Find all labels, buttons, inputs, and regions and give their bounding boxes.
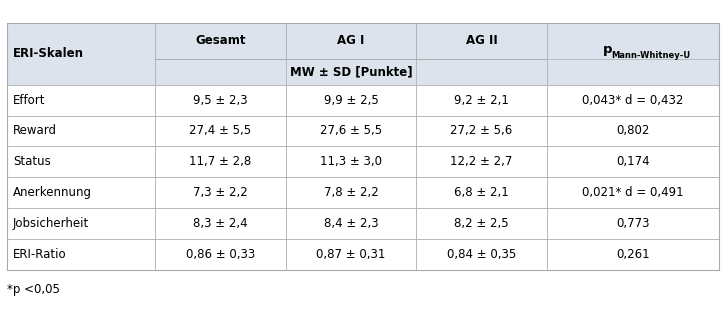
Bar <box>547 146 719 177</box>
Bar <box>547 85 719 115</box>
Text: Gesamt: Gesamt <box>195 35 246 47</box>
Text: 9,5 ± 2,3: 9,5 ± 2,3 <box>193 94 248 107</box>
Bar <box>7 177 155 208</box>
Bar <box>416 239 547 270</box>
Text: ERI-Skalen: ERI-Skalen <box>13 47 84 61</box>
Bar <box>155 59 547 85</box>
Bar <box>416 177 547 208</box>
Bar <box>155 239 286 270</box>
Text: 8,2 ± 2,5: 8,2 ± 2,5 <box>454 217 509 230</box>
Bar <box>155 177 286 208</box>
Text: 0,043* d = 0,432: 0,043* d = 0,432 <box>582 94 683 107</box>
Bar <box>547 23 719 85</box>
Bar <box>416 146 547 177</box>
Text: 9,2 ± 2,1: 9,2 ± 2,1 <box>454 94 509 107</box>
Bar <box>7 146 155 177</box>
Bar <box>286 177 416 208</box>
Bar <box>155 85 286 115</box>
Text: 8,4 ± 2,3: 8,4 ± 2,3 <box>324 217 378 230</box>
Bar <box>286 146 416 177</box>
Text: Reward: Reward <box>13 124 57 138</box>
Text: 0,84 ± 0,35: 0,84 ± 0,35 <box>446 248 516 261</box>
Text: MW ± SD [Punkte]: MW ± SD [Punkte] <box>290 65 412 78</box>
Text: AG I: AG I <box>338 35 364 47</box>
Text: 12,2 ± 2,7: 12,2 ± 2,7 <box>450 155 513 168</box>
Bar <box>155 23 286 59</box>
Bar <box>286 85 416 115</box>
Text: 6,8 ± 2,1: 6,8 ± 2,1 <box>454 186 509 199</box>
Text: 9,9 ± 2,5: 9,9 ± 2,5 <box>324 94 378 107</box>
Text: *p <0,05: *p <0,05 <box>7 283 60 296</box>
Text: Jobsicherheit: Jobsicherheit <box>13 217 89 230</box>
Text: ERI-Ratio: ERI-Ratio <box>13 248 67 261</box>
Bar <box>286 208 416 239</box>
Text: Mann-Whitney-U: Mann-Whitney-U <box>611 51 690 60</box>
Text: 0,021* d = 0,491: 0,021* d = 0,491 <box>582 186 683 199</box>
Text: 0,174: 0,174 <box>616 155 650 168</box>
Bar <box>155 208 286 239</box>
Bar <box>7 239 155 270</box>
Bar <box>155 115 286 146</box>
Text: AG II: AG II <box>465 35 497 47</box>
Bar <box>7 115 155 146</box>
Bar <box>416 115 547 146</box>
Text: 27,6 ± 5,5: 27,6 ± 5,5 <box>320 124 382 138</box>
Bar <box>7 208 155 239</box>
Text: 7,3 ± 2,2: 7,3 ± 2,2 <box>193 186 248 199</box>
Bar <box>547 208 719 239</box>
Text: Effort: Effort <box>13 94 46 107</box>
Text: 0,87 ± 0,31: 0,87 ± 0,31 <box>317 248 386 261</box>
Text: 27,2 ± 5,6: 27,2 ± 5,6 <box>450 124 513 138</box>
Text: 0,802: 0,802 <box>616 124 649 138</box>
Bar <box>286 115 416 146</box>
Bar <box>7 23 719 270</box>
Text: Anerkennung: Anerkennung <box>13 186 92 199</box>
Text: Status: Status <box>13 155 51 168</box>
Text: 7,8 ± 2,2: 7,8 ± 2,2 <box>324 186 378 199</box>
Text: 11,3 ± 3,0: 11,3 ± 3,0 <box>320 155 382 168</box>
Text: 0,86 ± 0,33: 0,86 ± 0,33 <box>186 248 255 261</box>
Bar <box>547 115 719 146</box>
Bar <box>416 208 547 239</box>
Bar <box>547 59 719 85</box>
Bar <box>155 146 286 177</box>
Text: 27,4 ± 5,5: 27,4 ± 5,5 <box>189 124 252 138</box>
Bar <box>416 23 547 59</box>
Bar <box>547 177 719 208</box>
Text: p: p <box>603 43 612 57</box>
Bar <box>416 85 547 115</box>
Bar <box>547 239 719 270</box>
Bar <box>7 23 155 85</box>
Bar <box>286 23 416 59</box>
Text: 0,773: 0,773 <box>616 217 650 230</box>
Text: 11,7 ± 2,8: 11,7 ± 2,8 <box>189 155 252 168</box>
Bar <box>7 85 155 115</box>
Text: 8,3 ± 2,4: 8,3 ± 2,4 <box>193 217 248 230</box>
Text: 0,261: 0,261 <box>616 248 650 261</box>
Bar <box>286 239 416 270</box>
